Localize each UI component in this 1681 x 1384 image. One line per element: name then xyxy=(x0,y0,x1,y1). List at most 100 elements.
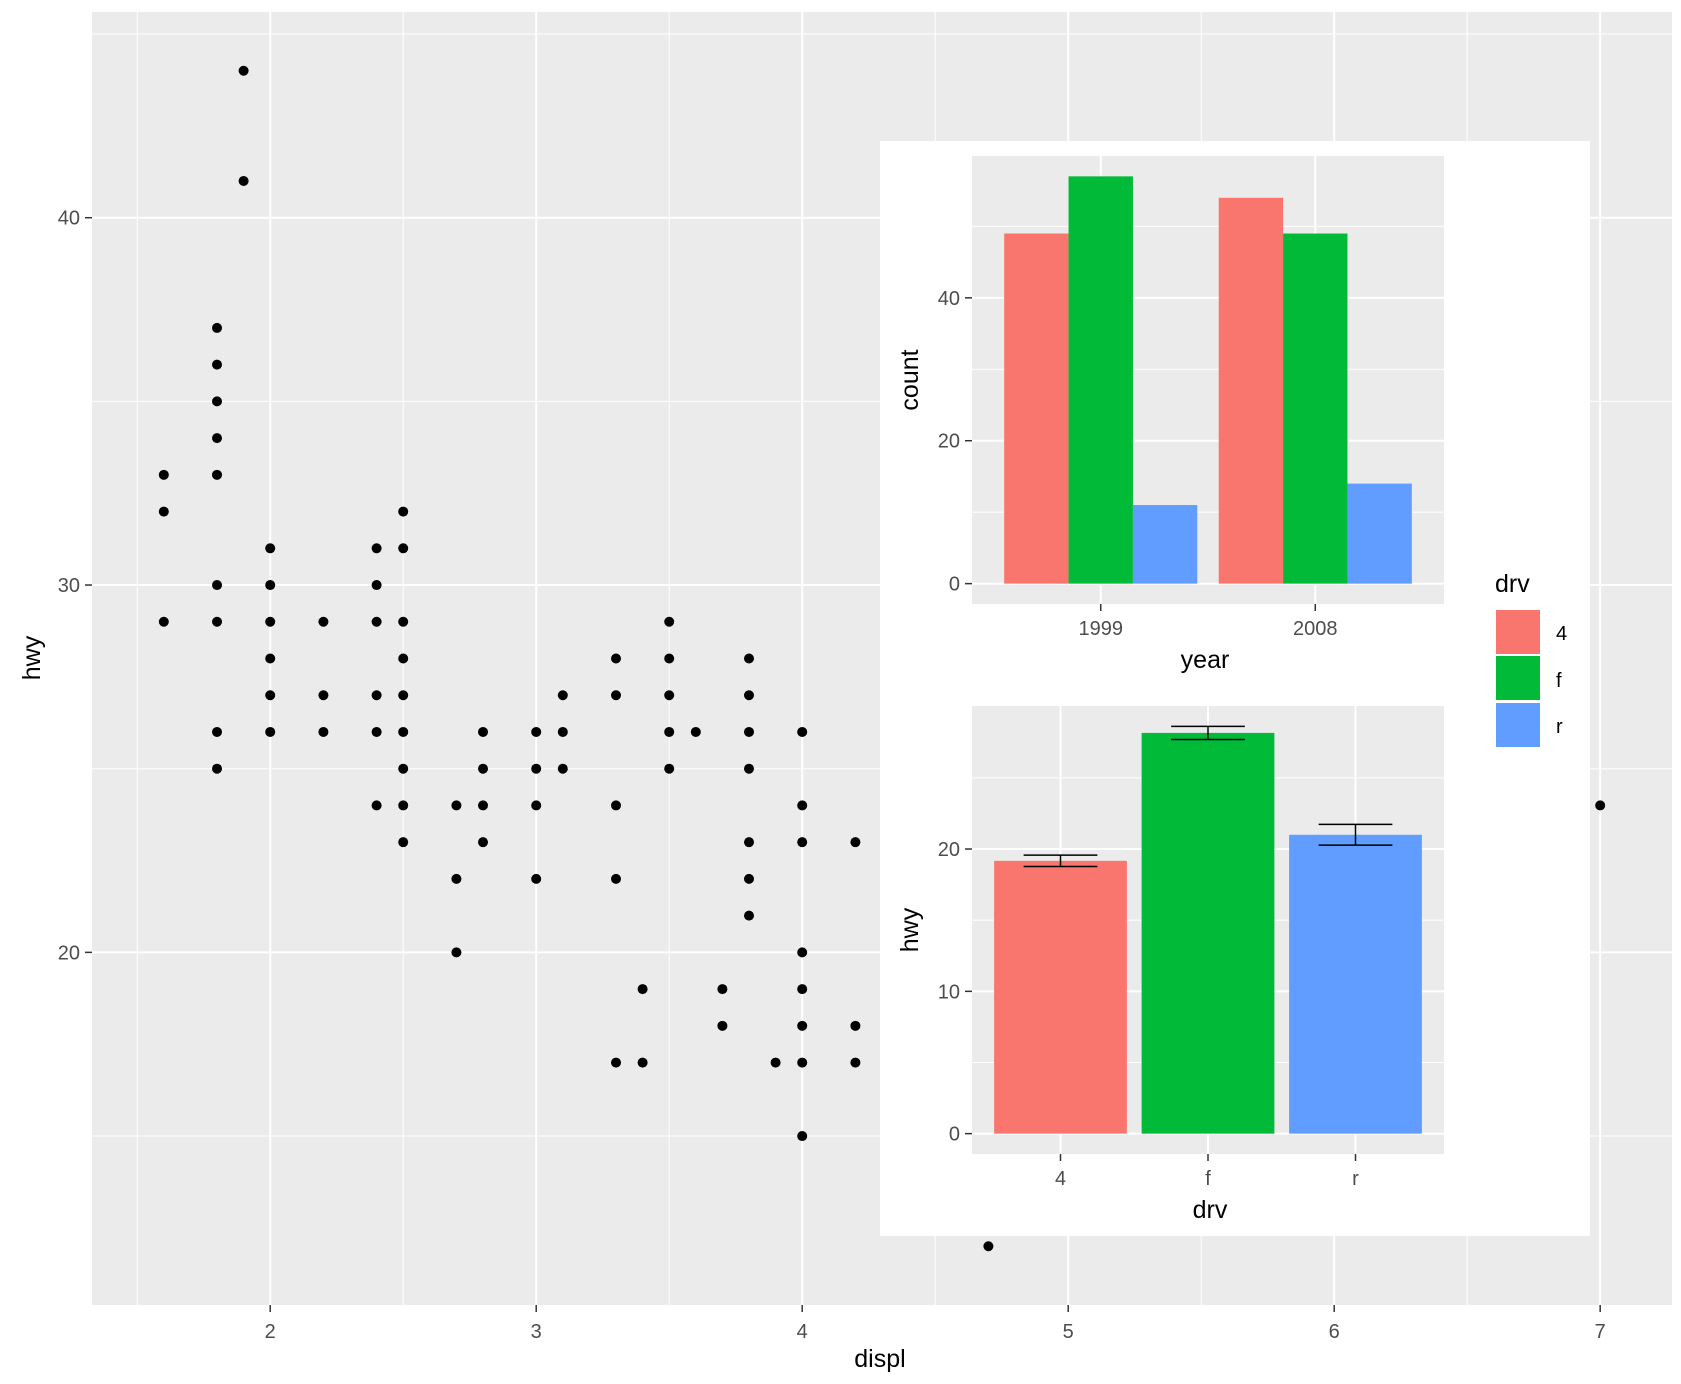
main-point xyxy=(531,763,542,774)
main-point xyxy=(637,1057,648,1068)
main-point xyxy=(531,873,542,884)
main-point xyxy=(557,726,568,737)
main-point xyxy=(451,800,462,811)
main-point xyxy=(557,690,568,701)
main-point xyxy=(398,726,409,737)
inset-year-x-tick-label: 1999 xyxy=(1078,618,1123,640)
main-point xyxy=(797,800,808,811)
main-y-tick-label: 30 xyxy=(58,575,80,597)
main-point xyxy=(158,616,169,627)
main-y-axis-title: hwy xyxy=(18,635,46,680)
inset-drv-y-axis: 0 10 20 xyxy=(938,839,972,1146)
inset-drv-y-tick-label: 0 xyxy=(949,1124,960,1146)
main-point xyxy=(611,873,622,884)
main-point xyxy=(797,1131,808,1142)
main-point xyxy=(797,984,808,995)
main-point xyxy=(531,800,542,811)
main-point xyxy=(478,800,489,811)
inset-year-bar-2008-r xyxy=(1347,483,1412,584)
main-point xyxy=(158,469,169,480)
inset-drv-x-tick-label: f xyxy=(1205,1168,1211,1190)
main-x-axis: 2 3 4 5 6 7 xyxy=(265,1305,1606,1343)
legend: drv 4 f r xyxy=(1495,570,1567,747)
main-point xyxy=(398,506,409,517)
main-point xyxy=(371,726,382,737)
main-point xyxy=(478,726,489,737)
main-point xyxy=(371,616,382,627)
main-point xyxy=(265,616,276,627)
main-point xyxy=(212,433,223,444)
main-point xyxy=(664,616,675,627)
main-point xyxy=(238,65,249,76)
inset-drv-bar-chart: 4 f r 0 10 20 drv hwy xyxy=(896,706,1444,1224)
main-point xyxy=(238,175,249,186)
legend-label-4: 4 xyxy=(1556,623,1567,645)
main-point xyxy=(318,726,329,737)
inset-drv-bar-f xyxy=(1141,732,1275,1134)
main-point xyxy=(797,726,808,737)
main-point xyxy=(797,837,808,848)
main-point xyxy=(611,690,622,701)
main-y-tick-label: 20 xyxy=(58,942,80,964)
main-point xyxy=(398,653,409,664)
main-point xyxy=(664,653,675,664)
main-point xyxy=(664,726,675,737)
main-point xyxy=(797,947,808,958)
main-point xyxy=(744,837,755,848)
main-x-axis-title: displ xyxy=(854,1345,905,1373)
main-point xyxy=(744,653,755,664)
inset-year-y-axis: 0 20 40 xyxy=(938,288,972,596)
inset-year-bar-1999-r xyxy=(1132,505,1198,584)
main-point xyxy=(717,984,728,995)
main-point xyxy=(637,984,648,995)
legend-label-r: r xyxy=(1556,716,1563,738)
main-point xyxy=(478,763,489,774)
main-point xyxy=(318,616,329,627)
main-point xyxy=(611,800,622,811)
main-point xyxy=(318,690,329,701)
main-point xyxy=(212,359,223,370)
main-point xyxy=(850,837,861,848)
main-point xyxy=(531,726,542,737)
main-x-tick-label: 2 xyxy=(265,1321,276,1343)
main-point xyxy=(611,653,622,664)
main-point xyxy=(478,837,489,848)
inset-year-x-tick-label: 2008 xyxy=(1293,618,1338,640)
main-point xyxy=(212,580,223,591)
inset-drv-y-axis-title: hwy xyxy=(896,907,924,952)
legend-label-f: f xyxy=(1556,670,1562,692)
main-point xyxy=(265,580,276,591)
main-y-tick-label: 40 xyxy=(58,208,80,230)
main-point xyxy=(744,690,755,701)
legend-key-f xyxy=(1496,656,1540,700)
main-point xyxy=(398,800,409,811)
main-point xyxy=(265,653,276,664)
main-point xyxy=(744,726,755,737)
main-point xyxy=(1595,800,1606,811)
inset-year-bar-1999-4 xyxy=(1004,233,1069,584)
inset-year-bars xyxy=(1004,176,1412,584)
main-point xyxy=(371,580,382,591)
main-point xyxy=(371,800,382,811)
inset-year-x-axis: 1999 2008 xyxy=(1078,604,1338,640)
main-point xyxy=(265,543,276,554)
main-point xyxy=(212,469,223,480)
main-point xyxy=(212,396,223,407)
inset-drv-x-axis-title: drv xyxy=(1193,1196,1228,1224)
inset-drv-y-tick-label: 20 xyxy=(938,839,960,861)
main-point xyxy=(398,616,409,627)
main-point xyxy=(664,763,675,774)
inset-drv-error-bars xyxy=(1023,725,1393,868)
main-points xyxy=(158,65,1606,1252)
main-point xyxy=(158,506,169,517)
main-point xyxy=(850,1057,861,1068)
inset-year-bar-2008-4 xyxy=(1218,197,1284,584)
inset-year-bar-1999-f xyxy=(1068,176,1133,584)
main-point xyxy=(744,910,755,921)
main-y-axis: 20 30 40 xyxy=(58,208,92,964)
inset-drv-y-tick-label: 10 xyxy=(938,981,960,1003)
main-point xyxy=(212,726,223,737)
main-point xyxy=(398,690,409,701)
main-point xyxy=(398,763,409,774)
